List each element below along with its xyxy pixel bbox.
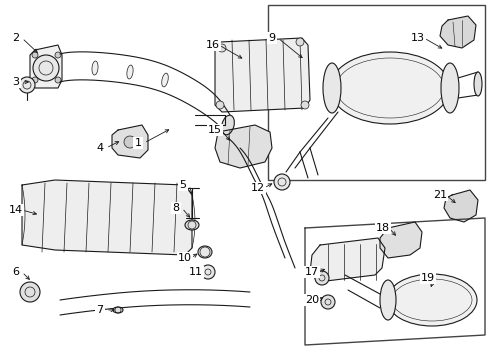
Polygon shape [310, 238, 385, 282]
Circle shape [124, 136, 136, 148]
Text: 20: 20 [305, 295, 319, 305]
Text: 6: 6 [13, 267, 20, 277]
Circle shape [19, 77, 35, 93]
Polygon shape [380, 222, 422, 258]
Circle shape [201, 265, 215, 279]
Ellipse shape [474, 72, 482, 96]
Polygon shape [215, 38, 310, 112]
Circle shape [55, 77, 61, 83]
Text: 1: 1 [134, 138, 142, 148]
Text: 3: 3 [13, 77, 20, 87]
Circle shape [274, 174, 290, 190]
Ellipse shape [387, 274, 477, 326]
Circle shape [321, 295, 335, 309]
Text: 21: 21 [433, 190, 447, 200]
Polygon shape [440, 16, 476, 48]
Text: 8: 8 [172, 203, 179, 213]
Bar [268, 5, 485, 180]
Text: 13: 13 [411, 33, 425, 43]
Text: 5: 5 [179, 180, 187, 190]
Circle shape [315, 271, 329, 285]
Circle shape [296, 38, 304, 46]
Ellipse shape [441, 63, 459, 113]
Ellipse shape [221, 115, 234, 135]
Polygon shape [215, 125, 272, 168]
Ellipse shape [323, 63, 341, 113]
Ellipse shape [113, 307, 123, 313]
Circle shape [218, 44, 226, 52]
Polygon shape [444, 190, 478, 222]
Circle shape [32, 77, 38, 83]
Circle shape [301, 101, 309, 109]
Ellipse shape [127, 65, 133, 79]
Polygon shape [30, 45, 62, 88]
Text: 15: 15 [208, 125, 222, 135]
Text: 4: 4 [97, 143, 103, 153]
Text: 7: 7 [97, 305, 103, 315]
Circle shape [216, 101, 224, 109]
Text: 17: 17 [305, 267, 319, 277]
Ellipse shape [330, 52, 450, 124]
Circle shape [55, 52, 61, 58]
Text: 19: 19 [421, 273, 435, 283]
Ellipse shape [92, 61, 98, 75]
Text: 11: 11 [189, 267, 203, 277]
Text: 18: 18 [376, 223, 390, 233]
Ellipse shape [198, 246, 212, 258]
Ellipse shape [162, 73, 168, 87]
Polygon shape [112, 125, 148, 158]
Ellipse shape [185, 220, 199, 230]
Circle shape [32, 52, 38, 58]
Text: 2: 2 [12, 33, 20, 43]
Circle shape [20, 282, 40, 302]
Text: 12: 12 [251, 183, 265, 193]
Circle shape [33, 55, 59, 81]
Ellipse shape [380, 280, 396, 320]
Text: 14: 14 [9, 205, 23, 215]
Text: 16: 16 [206, 40, 220, 50]
Polygon shape [22, 180, 192, 255]
Text: 9: 9 [269, 33, 275, 43]
Text: 10: 10 [178, 253, 192, 263]
